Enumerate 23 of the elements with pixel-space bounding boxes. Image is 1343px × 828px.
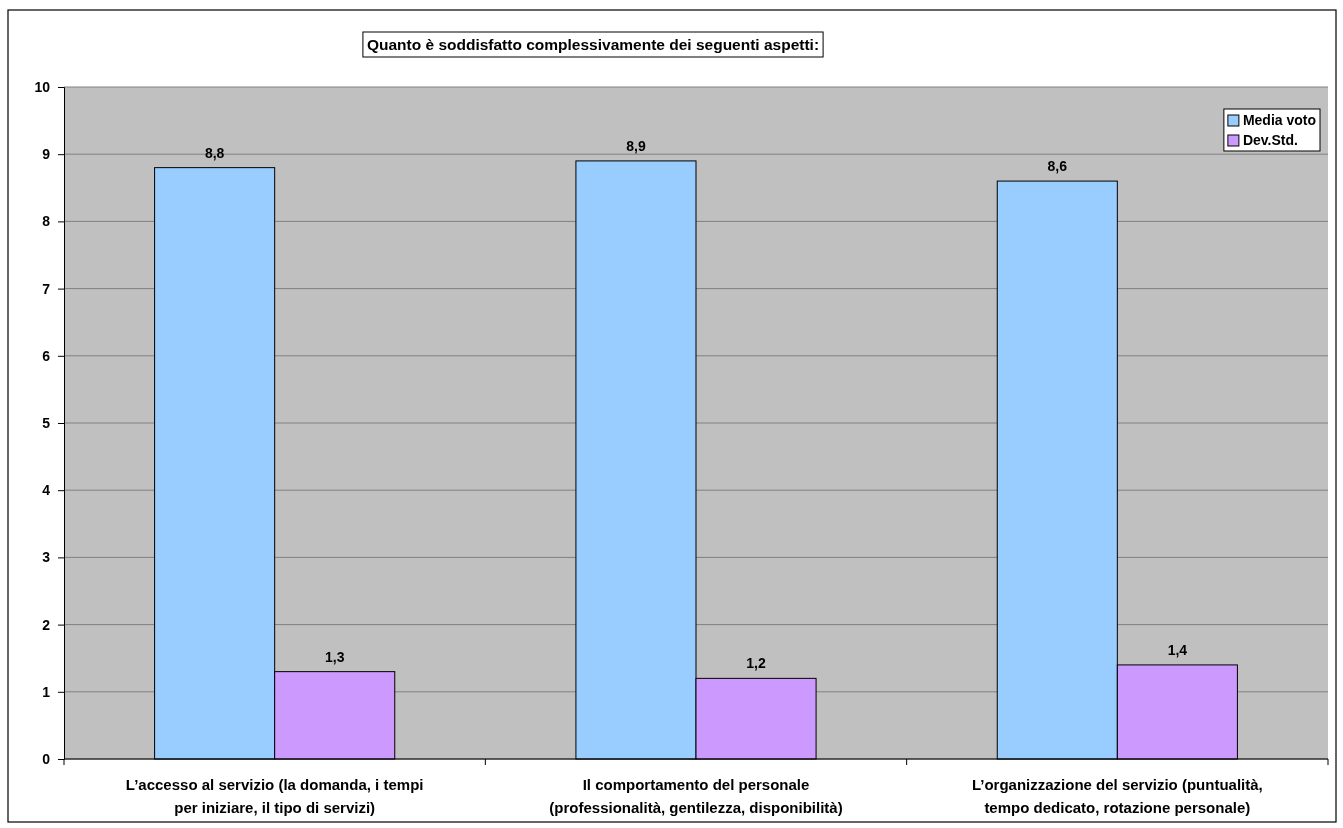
y-tick-label: 1	[42, 683, 51, 700]
y-tick-label: 10	[34, 78, 51, 95]
x-tick-label: L’organizzazione del servizio (puntualità, tempo dedicato, rotazione personale)	[971, 776, 1263, 816]
data-label: 1,4	[1167, 641, 1188, 658]
data-label: 1,2	[746, 655, 766, 672]
y-tick-label: 3	[42, 549, 51, 566]
data-label: 8,8	[204, 144, 225, 161]
chart-title: Quanto è soddisfatto complessivamente dei seguenti aspetti:	[366, 36, 820, 53]
data-label: 8,9	[626, 137, 646, 154]
y-tick-label: 9	[42, 146, 51, 163]
data-label: 1,3	[324, 648, 345, 665]
data-label: 8,6	[1047, 158, 1068, 175]
y-tick-label: 8	[42, 213, 51, 230]
x-tick-label: Il comportamento del personale (professionalità, gentilezza, disponibilità)	[549, 776, 843, 816]
y-tick-label: 5	[42, 414, 51, 431]
legend-label: Dev.Std.	[1242, 132, 1298, 148]
x-tick-label: L’accesso al servizio (la domanda, i tempi per iniziare, il tipo di servizi)	[125, 776, 424, 816]
y-tick-label: 4	[42, 482, 51, 499]
legend-label: Media voto	[1242, 112, 1316, 128]
y-tick-label: 6	[42, 347, 51, 364]
y-tick-label: 2	[42, 616, 51, 633]
y-tick-label: 7	[42, 280, 51, 297]
y-tick-label: 0	[42, 750, 51, 767]
